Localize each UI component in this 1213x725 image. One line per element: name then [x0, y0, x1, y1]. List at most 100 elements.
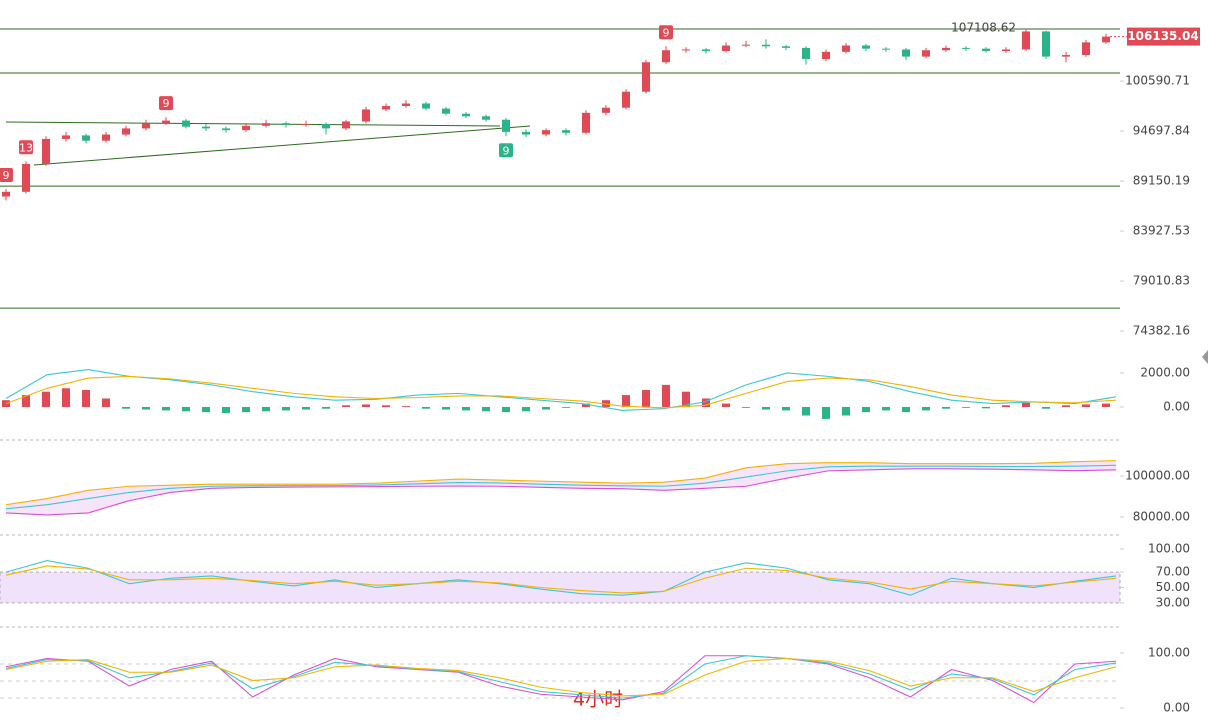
y-tick-label: 80000.00 [1133, 510, 1190, 524]
candle-body [722, 45, 730, 52]
y-tick-label: 100000.00 [1125, 468, 1190, 482]
macd-bar [462, 406, 470, 411]
macd-bar [142, 406, 150, 410]
y-tick-label: 74382.16 [1133, 324, 1190, 338]
candle-body [662, 50, 670, 63]
candle-body [62, 135, 70, 139]
candle-body [822, 51, 830, 60]
candle-body [1042, 31, 1050, 57]
candle-body [142, 123, 150, 129]
macd-bar [622, 395, 630, 407]
candle-body [922, 50, 930, 57]
macd-bar [562, 406, 570, 408]
candle-body [322, 124, 330, 129]
td-badge [159, 96, 173, 111]
macd-bar [942, 406, 950, 409]
candle-body [182, 120, 190, 127]
y-tick-label: 2000.00 [1140, 365, 1190, 379]
candle-body [802, 47, 810, 60]
macd-bar [582, 403, 590, 407]
macd-bar [522, 406, 530, 412]
y-tick-label: 0.00 [1163, 399, 1190, 413]
macd-bar [982, 406, 990, 409]
macd-bar [242, 406, 250, 413]
candle-body [562, 130, 570, 133]
y-tick-label: 50.00 [1156, 580, 1190, 594]
macd-bar [1002, 405, 1010, 407]
macd-bar [1022, 402, 1030, 407]
candle-body [342, 121, 350, 129]
macd-bar [82, 389, 90, 407]
trendline [5, 121, 501, 127]
macd-bar [402, 406, 410, 407]
macd-bar [662, 384, 670, 407]
macd-bar [702, 398, 710, 407]
candle-body [602, 107, 610, 113]
candle-body [242, 125, 250, 131]
candle-body [962, 47, 970, 49]
candle-body [1082, 42, 1090, 56]
candle-body [482, 116, 490, 120]
macd-bar [1082, 404, 1090, 407]
candle-body [1022, 31, 1030, 50]
td-badge [0, 167, 13, 182]
side-tab[interactable] [1202, 350, 1208, 364]
macd-bar [922, 406, 930, 411]
macd-bar [1062, 405, 1070, 407]
candle-body [42, 138, 50, 165]
indicator-line [5, 464, 1117, 510]
macd-bar [182, 406, 190, 412]
y-tick-label: 70.00 [1156, 565, 1190, 579]
macd-bar [262, 406, 270, 412]
macd-bar [102, 398, 110, 407]
candle-body [902, 49, 910, 57]
macd-bar [202, 406, 210, 413]
macd-bar [42, 391, 50, 407]
candle-body [982, 48, 990, 52]
candle-body [862, 45, 870, 49]
macd-bar [342, 405, 350, 407]
candle-body [522, 131, 530, 135]
td-badge [19, 140, 33, 155]
candle-body [462, 113, 470, 117]
candle-body [102, 134, 110, 141]
y-tick-label: 89150.19 [1133, 174, 1190, 188]
macd-bar [62, 388, 70, 407]
last-price-tag [1127, 27, 1200, 46]
td-label: 9 [3, 169, 10, 182]
candle-body [942, 47, 950, 51]
candle-body [582, 112, 590, 133]
td-badge [659, 25, 673, 40]
macd-bar [822, 406, 830, 419]
y-tick-label: 30.00 [1156, 595, 1190, 609]
candle-body [222, 128, 230, 131]
indicator-line [5, 559, 1117, 596]
y-tick-label: 79010.83 [1133, 274, 1190, 288]
y-tick-label: 100590.71 [1125, 74, 1190, 88]
candle-body [502, 119, 510, 132]
candle-body [362, 109, 370, 122]
candle-body [1102, 36, 1110, 43]
macd-bar [422, 406, 430, 409]
macd-bar [22, 395, 30, 407]
y-tick-label: 100.00 [1148, 645, 1190, 659]
macd-bar [282, 406, 290, 411]
candle-body [782, 46, 790, 48]
macd-bar [782, 406, 790, 411]
candle-body [762, 44, 770, 47]
macd-bar [762, 406, 770, 410]
macd-bar [642, 389, 650, 407]
td-label: 9 [503, 144, 510, 157]
candle-body [442, 108, 450, 114]
macd-bar [722, 403, 730, 407]
macd-bar [502, 406, 510, 413]
macd-bar [222, 406, 230, 413]
macd-bar [362, 404, 370, 407]
candle-body [422, 103, 430, 109]
macd-bar [542, 406, 550, 410]
macd-bar [962, 406, 970, 408]
td-label: 9 [163, 97, 170, 110]
macd-bar [322, 406, 330, 409]
indicator-line [5, 655, 1117, 704]
